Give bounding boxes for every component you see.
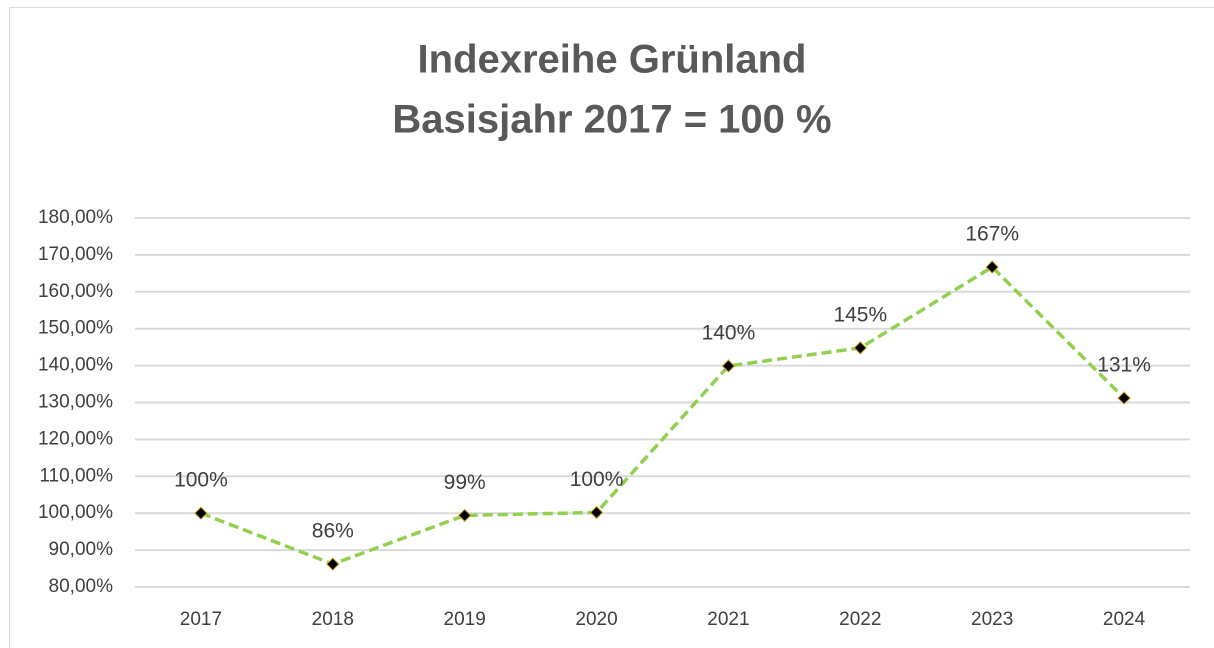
y-tick-label: 130,00% xyxy=(38,392,113,413)
x-tick-label: 2017 xyxy=(180,609,222,630)
chart-title: Basisjahr 2017 = 100 % xyxy=(392,98,831,142)
x-tick-label: 2024 xyxy=(1103,609,1146,630)
y-tick-label: 80,00% xyxy=(49,576,114,597)
series-line xyxy=(200,264,1126,566)
x-tick-label: 2019 xyxy=(444,609,486,630)
x-tick-label: 2020 xyxy=(575,609,617,630)
marker xyxy=(194,506,208,520)
x-tick-label: 2018 xyxy=(312,609,354,630)
x-tick-label: 2022 xyxy=(839,609,881,630)
marker xyxy=(457,508,472,523)
data-label: 140% xyxy=(702,322,756,345)
y-tick-label: 120,00% xyxy=(38,428,113,449)
data-label: 100% xyxy=(570,468,624,491)
y-tick-label: 140,00% xyxy=(38,355,113,376)
marker xyxy=(985,260,999,274)
x-tick-label: 2023 xyxy=(971,609,1013,630)
chart-title: Indexreihe Grünland xyxy=(418,38,807,82)
data-label: 86% xyxy=(312,520,354,543)
y-tick-label: 90,00% xyxy=(49,539,114,560)
marker xyxy=(326,557,340,571)
marker xyxy=(589,505,604,520)
marker xyxy=(853,341,868,355)
data-label: 167% xyxy=(965,223,1019,246)
marker xyxy=(721,359,736,373)
x-tick-label: 2021 xyxy=(707,609,749,630)
marker xyxy=(1117,391,1131,405)
y-tick-label: 160,00% xyxy=(38,281,113,302)
y-tick-label: 110,00% xyxy=(39,465,113,486)
data-label: 131% xyxy=(1097,354,1151,377)
y-tick-label: 100,00% xyxy=(38,502,113,523)
data-label: 99% xyxy=(444,471,486,494)
y-tick-label: 180,00% xyxy=(38,207,113,228)
y-tick-label: 170,00% xyxy=(38,244,113,265)
data-label: 100% xyxy=(174,469,228,492)
y-tick-label: 150,00% xyxy=(38,318,113,339)
data-label: 145% xyxy=(833,303,887,326)
